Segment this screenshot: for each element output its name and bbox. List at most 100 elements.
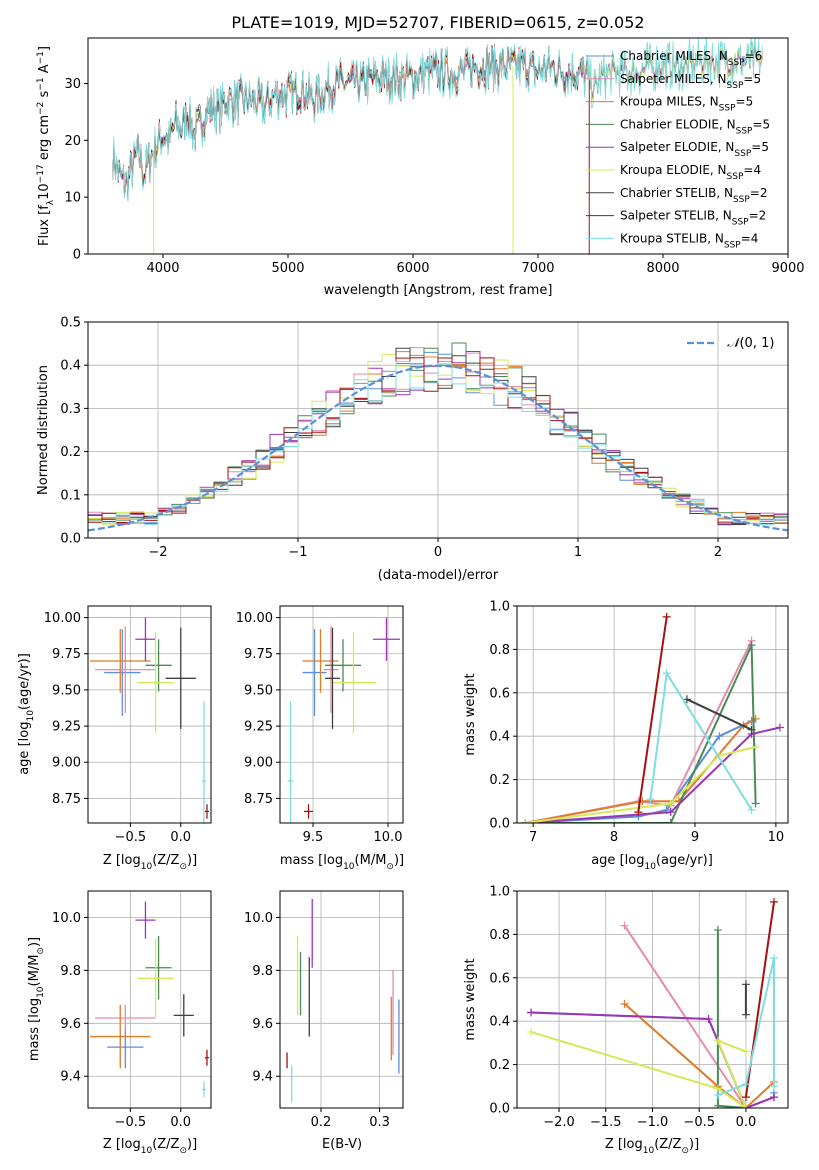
weight-series	[524, 746, 756, 823]
mass-vs-Z-panel: −0.5 0.0 9.4 9.6 9.8 10.0 Z [log10(Z/Z⊙)] mass …	[27, 890, 212, 1156]
x-tick-label: 0	[434, 545, 442, 560]
spectrum-panel: 4000 5000 6000 7000 8000 9000 0 10 20 30 wavelengt…	[36, 37, 805, 298]
plot-area	[90, 901, 209, 1098]
age-vs-mass-panel: 9.5 10.0 8.75 9.00 9.25 9.50 9.75 10.00 mass [lo…	[236, 605, 404, 872]
weight-marker	[741, 1080, 750, 1089]
weight-marker	[634, 808, 643, 817]
weight-marker	[741, 980, 750, 989]
axes-frame	[279, 605, 404, 824]
weight-marker	[769, 1093, 778, 1102]
x-tick-label: 0.0	[170, 830, 191, 845]
y-tick-label: 0.2	[489, 773, 510, 788]
weight-marker	[715, 732, 724, 741]
weight-marker	[646, 795, 655, 804]
x-tick-label: −2	[148, 545, 167, 560]
y-tick-label: 0.8	[489, 643, 510, 658]
weight-series	[525, 726, 781, 823]
weight-marker	[747, 725, 756, 734]
y-tick-label: 10.0	[244, 911, 273, 926]
x-tick-label: 9	[691, 830, 699, 845]
weight-series	[530, 1031, 747, 1108]
x-axis-label: Z [log10(Z/Z⊙)]	[103, 1137, 197, 1156]
x-tick-label: 0.0	[170, 1115, 191, 1130]
y-axis-label: Flux [fλ10−17 erg cm−2 s−1 A−1]	[36, 46, 56, 246]
axes-frame	[87, 890, 212, 1109]
axes-frame	[516, 605, 789, 824]
weight-marker	[751, 799, 760, 808]
x-tick-label: −2.0	[543, 1115, 575, 1130]
plot-area	[286, 898, 400, 1103]
x-tick-label: 7000	[521, 261, 554, 276]
y-tick-label: 0.2	[60, 445, 81, 460]
legend-entry: Chabrier ELODIE, NSSP=5	[620, 117, 770, 136]
weight-marker	[666, 808, 675, 817]
y-tick-label: 0.5	[60, 316, 81, 331]
weight-series	[717, 958, 775, 1096]
y-tick-label: 0.1	[60, 488, 81, 503]
x-tick-label: 10.0	[374, 830, 403, 845]
plot-area	[527, 897, 778, 1108]
y-tick-label: 9.25	[52, 720, 81, 735]
y-tick-label: 0.3	[60, 402, 81, 417]
histogram-series	[88, 361, 788, 525]
x-tick-label: 9.5	[303, 830, 324, 845]
panels: 4000 5000 6000 7000 8000 90000102030wavelengt…	[17, 37, 805, 1156]
y-tick-label: 9.8	[252, 964, 273, 979]
weight-marker	[713, 1101, 722, 1108]
weight-marker	[662, 612, 671, 621]
x-axis-label: (data-model)/error	[378, 568, 499, 583]
weight-marker	[662, 669, 671, 678]
x-tick-label: 4000	[146, 261, 179, 276]
weight-series	[637, 616, 668, 813]
y-tick-label: 10.00	[236, 611, 273, 626]
y-tick-label: 0	[73, 248, 81, 263]
legend-entry: Salpeter MILES, NSSP=5	[620, 72, 761, 91]
x-tick-label: 0.2	[311, 1115, 332, 1130]
x-tick-label: 8000	[646, 261, 679, 276]
x-tick-label: −1	[288, 545, 307, 560]
weight-marker	[741, 1093, 750, 1102]
x-tick-label: 7	[529, 830, 537, 845]
weight-marker	[682, 695, 691, 704]
y-tick-label: 10.00	[44, 611, 81, 626]
x-tick-label: 8	[610, 830, 618, 845]
y-axis-label: Normed distribution	[36, 365, 51, 495]
weight-series	[524, 640, 753, 823]
weight-marker	[769, 1082, 778, 1091]
y-tick-label: 9.75	[52, 647, 81, 662]
weight-marker	[620, 921, 629, 930]
weight-marker	[713, 1036, 722, 1045]
weight-marker	[747, 641, 756, 650]
y-tick-label: 9.50	[52, 683, 81, 698]
gaussian-curve	[88, 364, 788, 532]
x-tick-label: 0.3	[369, 1115, 390, 1130]
y-axis-label: age [log10(age/yr)]	[17, 653, 36, 775]
weight-marker	[527, 1008, 536, 1017]
y-tick-label: 9.4	[252, 1070, 273, 1085]
y-tick-label: 1.0	[489, 600, 510, 615]
weight-marker	[751, 743, 760, 752]
y-tick-label: 30	[64, 77, 81, 92]
y-tick-label: 9.25	[244, 720, 273, 735]
x-axis-label: age [log10(age/yr)]	[591, 853, 713, 872]
legend-entry: Chabrier STELIB, NSSP=2	[620, 186, 768, 205]
weight-marker	[741, 1010, 750, 1019]
weight-marker	[620, 999, 629, 1008]
y-tick-label: 0.4	[489, 1015, 510, 1030]
weight-marker	[741, 1047, 750, 1056]
y-tick-label: 0.0	[489, 1102, 510, 1117]
y-tick-label: 8.75	[52, 792, 81, 807]
axes-frame	[279, 890, 404, 1109]
y-tick-label: 0.6	[489, 971, 510, 986]
x-tick-label: 0.0	[736, 1115, 757, 1130]
weight-marker	[713, 926, 722, 935]
y-tick-label: 10.0	[52, 911, 81, 926]
weight-vs-age-panel: 7 8 9 10 0.0 0.2 0.4 0.6 0.8 1.0 mass weight age [l…	[463, 600, 789, 872]
weight-series	[716, 930, 746, 1108]
weight-marker	[769, 897, 778, 906]
y-tick-label: 9.00	[244, 756, 273, 771]
legend-entry: Chabrier MILES, NSSP=6	[620, 49, 762, 68]
plot-area	[521, 612, 784, 823]
y-tick-label: 9.8	[60, 964, 81, 979]
